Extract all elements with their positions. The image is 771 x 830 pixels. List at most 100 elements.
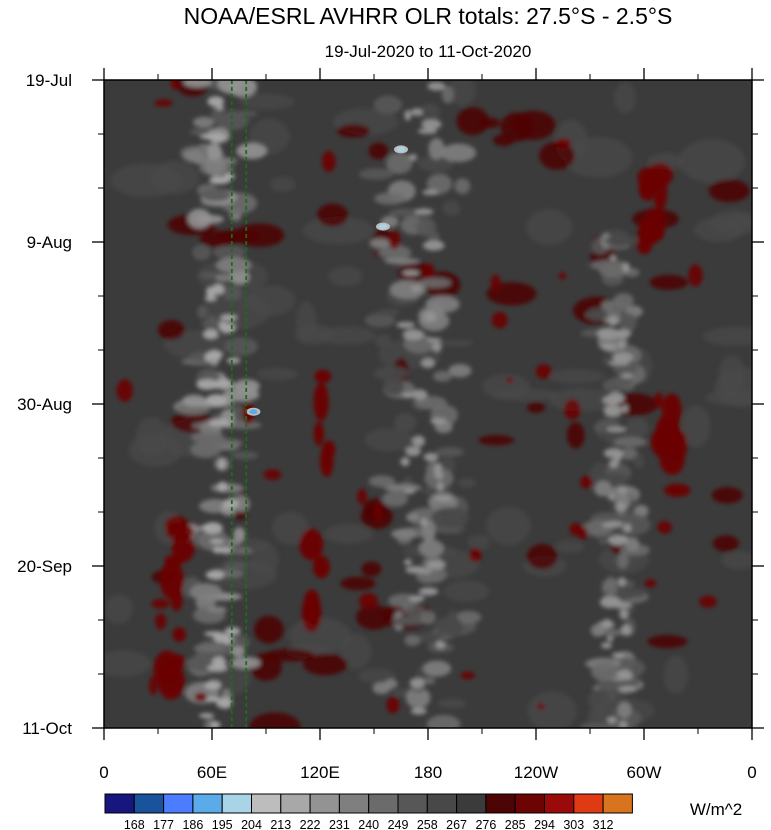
olr-cell xyxy=(196,379,218,390)
olr-cell xyxy=(618,577,627,587)
olr-cell xyxy=(217,481,228,492)
x-axis: 0 60E 120E 180 120W 60W 0 xyxy=(99,68,757,782)
olr-cell xyxy=(386,152,413,175)
olr-cell xyxy=(207,142,222,161)
olr-cell xyxy=(621,373,633,379)
olr-cell xyxy=(299,528,324,561)
olr-cell xyxy=(222,498,239,509)
olr-cell xyxy=(430,417,447,425)
olr-cell xyxy=(596,327,619,340)
olr-cell xyxy=(412,389,428,400)
olr-cell xyxy=(384,257,420,265)
olr-cell xyxy=(703,326,752,346)
olr-cell xyxy=(633,453,645,469)
olr-cell xyxy=(613,436,648,448)
olr-cell xyxy=(204,680,222,690)
olr-cell xyxy=(218,458,226,470)
olr-cell xyxy=(386,696,400,714)
olr-cell xyxy=(456,107,490,136)
olr-cell xyxy=(375,334,391,348)
olr-cell xyxy=(618,686,637,693)
olr-cell xyxy=(204,295,217,301)
olr-cell xyxy=(223,562,248,570)
olr-cell xyxy=(207,664,228,672)
olr-cell xyxy=(558,272,566,280)
colorbar-swatch xyxy=(163,793,194,814)
olr-cell xyxy=(149,675,158,696)
olr-cell xyxy=(378,245,412,261)
olr-cell xyxy=(223,173,235,180)
y-tick-label: 11-Oct xyxy=(22,719,72,738)
olr-cell xyxy=(374,192,406,205)
olr-cell xyxy=(409,677,425,689)
olr-cell xyxy=(249,712,301,728)
olr-cell xyxy=(373,366,410,381)
olr-cell xyxy=(469,547,482,563)
olr-cell xyxy=(590,624,606,637)
colorbar-label: 213 xyxy=(270,818,291,830)
olr-cell xyxy=(607,392,625,405)
colorbar-swatch xyxy=(456,793,487,814)
olr-cell xyxy=(625,537,640,552)
x-tick-label: 60E xyxy=(197,763,227,782)
olr-cell xyxy=(485,506,531,546)
colorbar-swatch xyxy=(573,793,604,814)
olr-cell xyxy=(199,230,241,248)
olr-cell xyxy=(618,487,627,495)
x-tick-label: 120E xyxy=(300,763,340,782)
olr-cell xyxy=(490,274,501,292)
olr-cell xyxy=(336,124,371,138)
olr-cell xyxy=(421,119,442,130)
olr-cell xyxy=(226,357,241,364)
olr-cell xyxy=(425,313,433,319)
olr-field xyxy=(104,80,752,728)
olr-cell xyxy=(159,560,184,600)
olr-cell xyxy=(614,82,636,114)
olr-cell xyxy=(391,528,417,540)
olr-cell xyxy=(264,648,315,662)
olr-cell xyxy=(607,376,634,389)
olr-cell xyxy=(618,673,633,680)
olr-cell xyxy=(205,696,221,702)
olr-cell xyxy=(373,95,403,115)
olr-cell xyxy=(356,604,392,630)
olr-cell xyxy=(182,394,207,408)
olr-cell xyxy=(410,285,422,292)
olr-cell xyxy=(606,426,627,432)
olr-cell xyxy=(116,379,133,402)
olr-minimum-spot xyxy=(249,409,258,415)
olr-cell xyxy=(206,606,228,614)
olr-cell xyxy=(614,328,632,339)
olr-cell xyxy=(537,702,545,710)
olr-cell xyxy=(438,339,474,347)
olr-cell xyxy=(666,444,680,457)
olr-cell xyxy=(601,618,613,629)
olr-cell xyxy=(433,370,452,382)
olr-cell xyxy=(621,404,628,413)
olr-cell xyxy=(256,367,299,381)
olr-cell xyxy=(231,547,253,555)
olr-cell xyxy=(415,396,448,410)
olr-cell xyxy=(615,502,627,512)
olr-cell xyxy=(224,337,259,356)
olr-cell xyxy=(694,217,743,243)
olr-cell xyxy=(417,155,454,172)
olr-cell xyxy=(400,457,410,467)
olr-cell xyxy=(192,116,215,128)
colorbar-swatch xyxy=(133,793,165,814)
olr-cell xyxy=(295,324,334,345)
olr-cell xyxy=(441,85,454,104)
olr-cell xyxy=(607,535,629,546)
olr-cell xyxy=(526,401,546,413)
olr-cell xyxy=(172,627,186,642)
olr-cell xyxy=(422,189,440,196)
olr-cell xyxy=(505,376,513,384)
olr-cell xyxy=(594,480,612,497)
olr-cell xyxy=(263,469,282,481)
colorbar: 168 177 186 195 204 213 222 231 240 249 258 267 276 2… xyxy=(104,793,633,830)
y-axis: 19-Jul 9-Aug 30-Aug 20-Sep 11-Oct xyxy=(17,71,764,738)
olr-cell xyxy=(364,313,396,328)
colorbar-swatch xyxy=(514,793,546,814)
olr-cell xyxy=(314,369,332,384)
olr-cell xyxy=(620,610,628,619)
